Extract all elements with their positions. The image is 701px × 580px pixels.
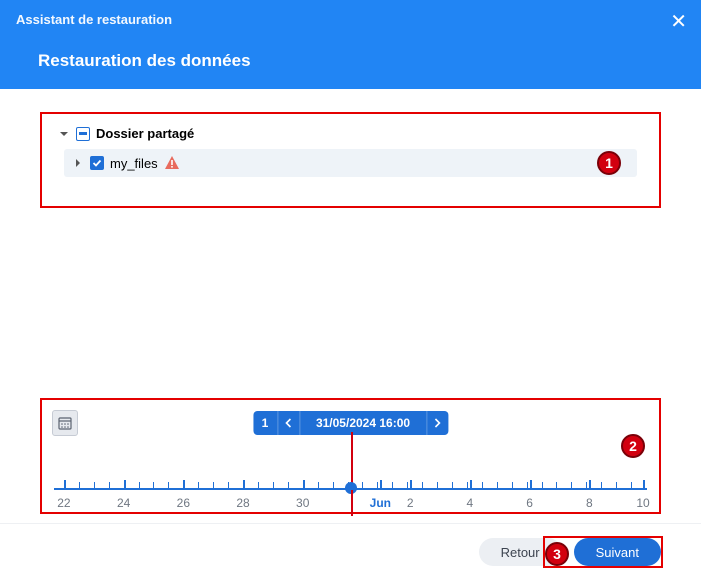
minor-tick (377, 482, 378, 488)
child-checkbox[interactable] (90, 156, 104, 170)
minor-tick (213, 482, 214, 488)
minor-tick (228, 482, 229, 488)
major-tick (303, 480, 305, 490)
prev-point-button[interactable] (277, 411, 299, 435)
tree-root-row[interactable]: Dossier partagé (52, 122, 649, 145)
minor-tick (452, 482, 453, 488)
tick-label: 8 (586, 496, 593, 510)
calendar-button[interactable] (52, 410, 78, 436)
minor-tick (168, 482, 169, 488)
minor-tick (153, 482, 154, 488)
dialog-footer: Retour Suivant 3 (0, 523, 701, 580)
minor-tick (556, 482, 557, 488)
major-tick (643, 480, 645, 490)
minor-tick (542, 482, 543, 488)
minor-tick (527, 482, 528, 488)
next-button[interactable]: Suivant (574, 538, 661, 566)
next-point-button[interactable] (426, 411, 448, 435)
major-tick (243, 480, 245, 490)
chevron-down-icon[interactable] (58, 128, 70, 140)
timeline-panel: 1 31/05/2024 16:00 2 2224262830 (40, 398, 661, 514)
tick-label: 2 (407, 496, 414, 510)
major-tick (530, 480, 532, 490)
minor-tick (631, 482, 632, 488)
minor-tick (94, 482, 95, 488)
root-label: Dossier partagé (96, 126, 194, 141)
tick-label: 24 (117, 496, 130, 510)
minor-tick (512, 482, 513, 488)
minor-tick (392, 482, 393, 488)
tick-label: 10 (636, 496, 649, 510)
major-tick (124, 480, 126, 490)
minor-tick (407, 482, 408, 488)
minor-tick (333, 482, 334, 488)
calendar-icon (58, 416, 72, 430)
restore-point-count: 1 (253, 411, 277, 435)
selected-datetime[interactable]: 31/05/2024 16:00 (299, 411, 426, 435)
spacer (40, 208, 661, 398)
minor-tick (586, 482, 587, 488)
minor-tick (437, 482, 438, 488)
major-tick (64, 480, 66, 490)
major-tick (183, 480, 185, 490)
marker-line-bottom (351, 490, 353, 516)
minor-tick (348, 482, 349, 488)
tick-label: 30 (296, 496, 309, 510)
tick-label: 4 (467, 496, 474, 510)
minor-tick (497, 482, 498, 488)
tick-label: 22 (57, 496, 70, 510)
minor-tick (273, 482, 274, 488)
child-label: my_files (110, 156, 158, 171)
chevron-right-icon (434, 418, 442, 428)
annotation-badge-1: 1 (597, 151, 621, 175)
minor-tick (601, 482, 602, 488)
minor-tick (362, 482, 363, 488)
tree-child-row[interactable]: my_files 1 (64, 149, 637, 177)
tick-label: 26 (177, 496, 190, 510)
annotation-badge-3: 3 (545, 542, 569, 566)
tick-label: Jun (370, 496, 391, 510)
minor-tick (79, 482, 80, 488)
wizard-name: Assistant de restauration (16, 12, 685, 27)
minor-tick (571, 482, 572, 488)
warning-icon (164, 155, 180, 171)
minor-tick (109, 482, 110, 488)
major-tick (380, 480, 382, 490)
dialog-body: Dossier partagé my_files (0, 89, 701, 523)
tick-label: 28 (236, 496, 249, 510)
chevron-right-icon[interactable] (72, 157, 84, 169)
major-tick (470, 480, 472, 490)
minor-tick (139, 482, 140, 488)
restore-dialog: Assistant de restauration ✕ Restauration… (0, 0, 701, 580)
minor-tick (467, 482, 468, 488)
tick-label: 6 (526, 496, 533, 510)
close-icon[interactable]: ✕ (670, 12, 687, 32)
minor-tick (288, 482, 289, 488)
minor-tick (616, 482, 617, 488)
root-checkbox[interactable] (76, 127, 90, 141)
page-title: Restauration des données (38, 51, 685, 71)
minor-tick (258, 482, 259, 488)
folder-tree-panel: Dossier partagé my_files (40, 112, 661, 208)
major-tick (589, 480, 591, 490)
chevron-left-icon (284, 418, 292, 428)
major-tick (410, 480, 412, 490)
minor-tick (422, 482, 423, 488)
minor-tick (198, 482, 199, 488)
minor-tick (482, 482, 483, 488)
timeline-ruler[interactable]: 2224262830Jun246810 (52, 470, 649, 514)
dialog-header: Assistant de restauration ✕ Restauration… (0, 0, 701, 89)
annotation-badge-2: 2 (621, 434, 645, 458)
marker-line (351, 432, 353, 488)
minor-tick (318, 482, 319, 488)
